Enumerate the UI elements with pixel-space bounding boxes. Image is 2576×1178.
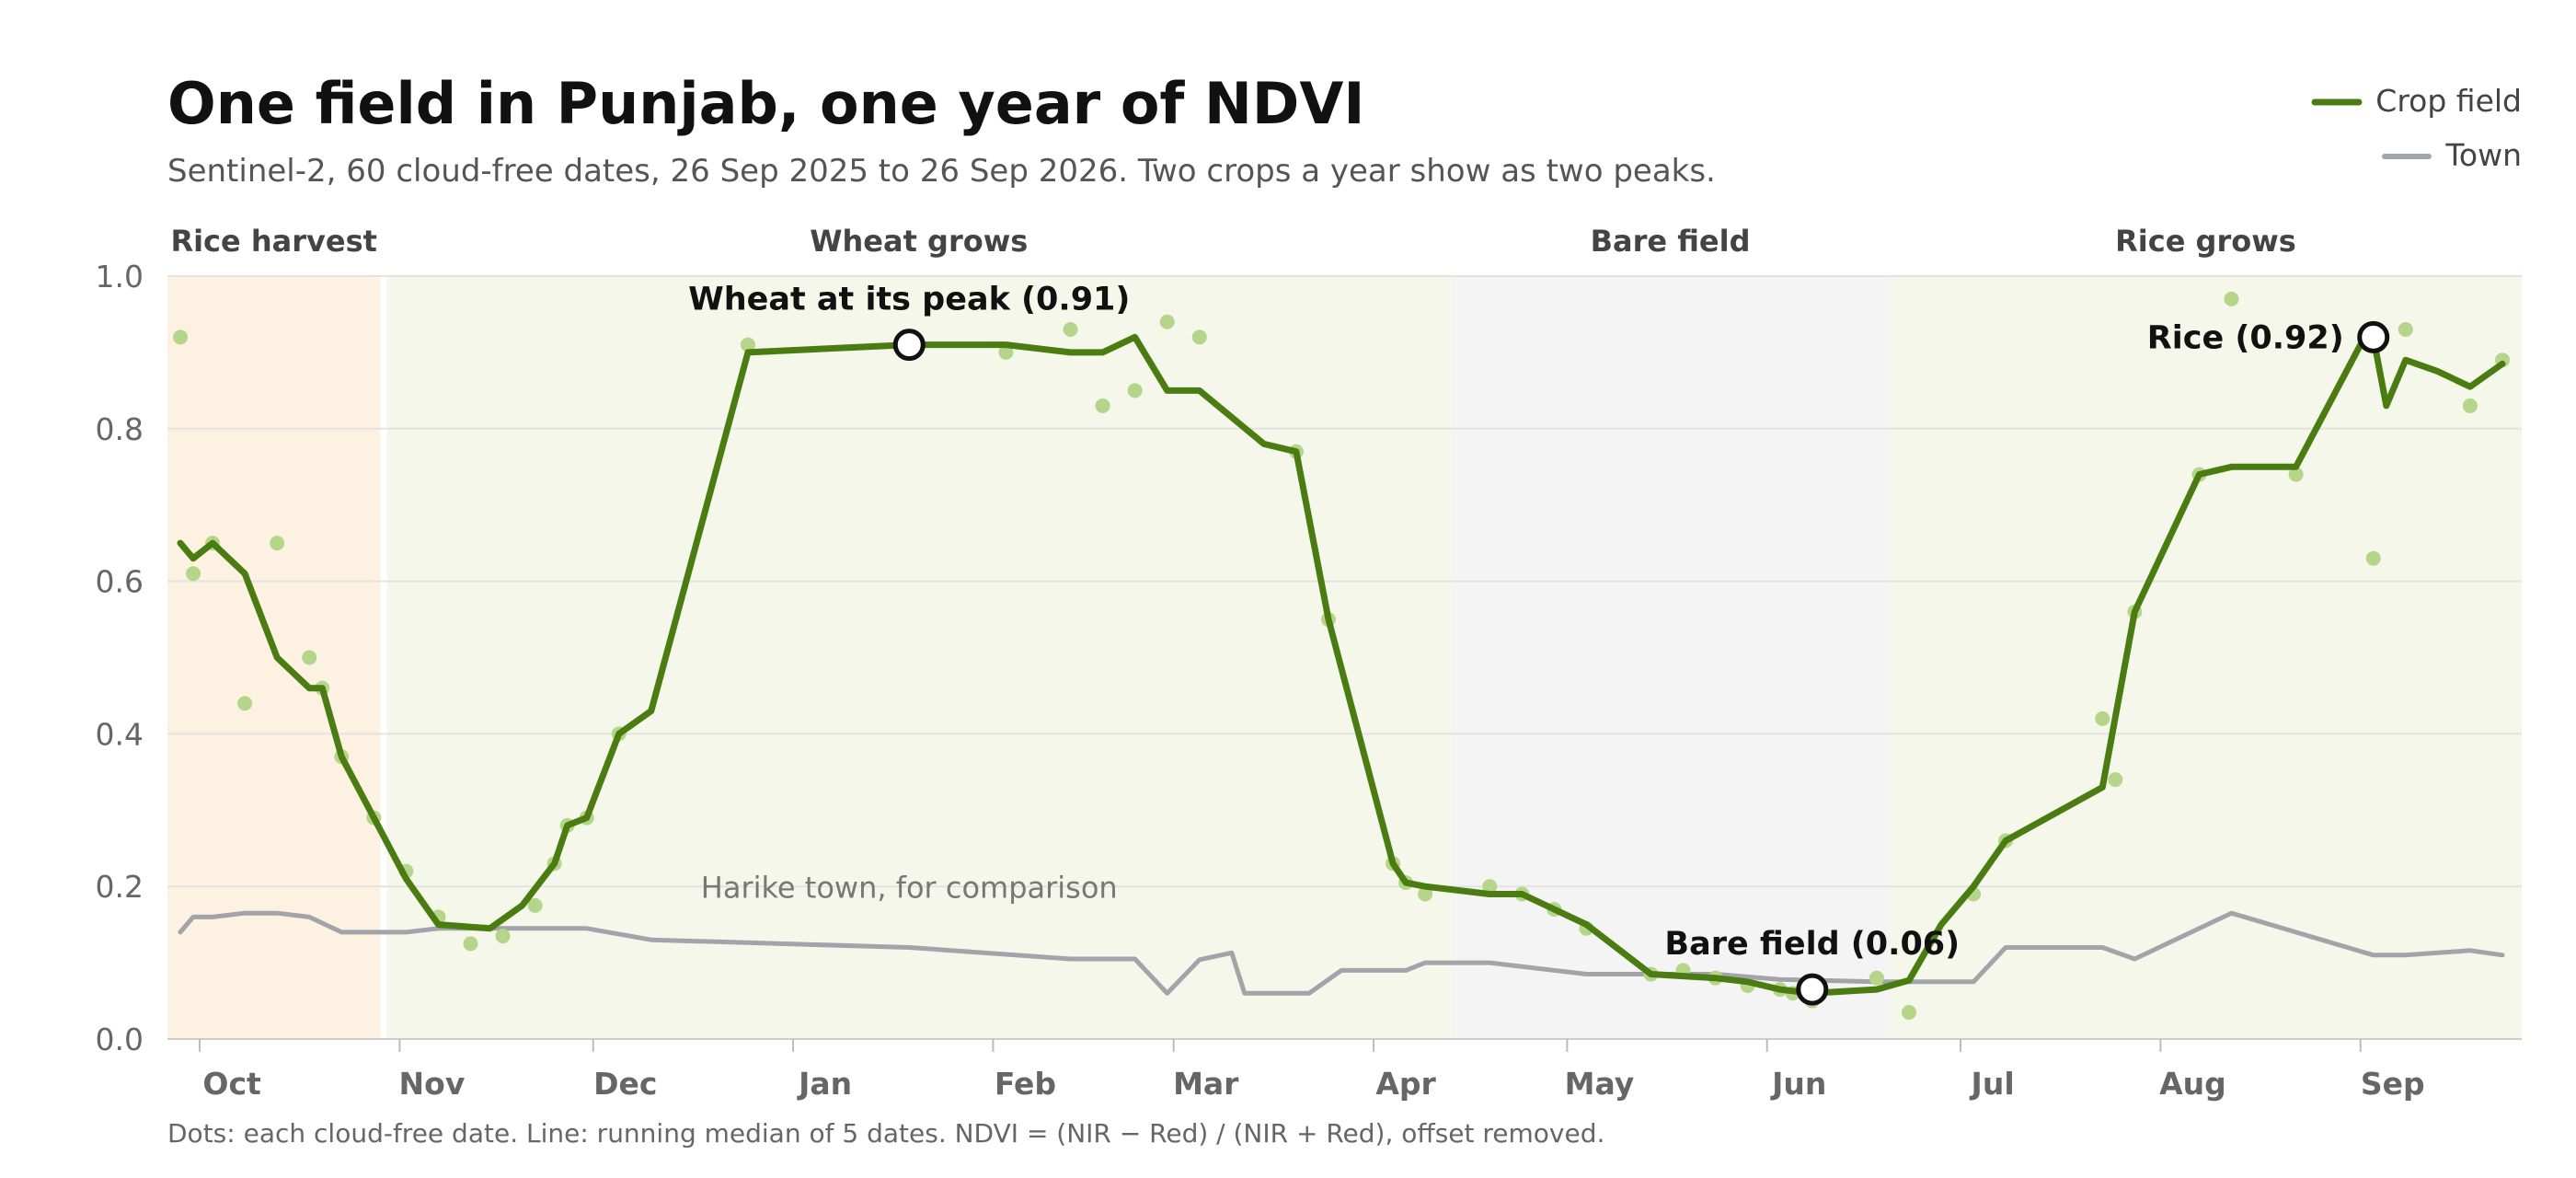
town-line [178, 910, 2505, 996]
crop-field-dot [1095, 398, 1110, 413]
phase-bands [167, 276, 2522, 1039]
legend-label-crop-field: Crop field [2375, 83, 2522, 119]
crop-field-dot [1191, 329, 1207, 345]
x-tick-label-aug: Aug [2159, 1066, 2226, 1102]
crop-field-dot [740, 337, 755, 352]
annotation-marker-rice-0-92 [2357, 320, 2390, 353]
y-tick-label: 0.4 [96, 716, 144, 752]
crop-field-dot [173, 329, 189, 345]
annotation-label-bare-field-0-06: Bare field (0.06) [1664, 926, 1960, 963]
y-tick-label: 0.2 [96, 869, 144, 905]
x-axis: Oct Nov Dec Jan Feb Mar Apr May Jun Jul Aug Sep [199, 1039, 2425, 1102]
phase-labels: Rice harvest Wheat grows Bare field Rice gr… [170, 224, 2295, 259]
x-tick-label-oct: Oct [202, 1066, 261, 1102]
crop-field-dot [495, 929, 511, 944]
phase-label-bare-field: Bare field [1591, 224, 1751, 259]
y-tick-label: 0.8 [96, 411, 144, 447]
phase-band-bare-field [1451, 276, 1890, 1039]
annotation-label-wheat-at-its-peak-0-91: Wheat at its peak (0.91) [688, 282, 1130, 318]
crop-field-dot [186, 566, 201, 582]
y-tick-label: 0.0 [96, 1022, 144, 1057]
crop-field-dot [1159, 314, 1175, 329]
gridlines [167, 275, 2522, 1040]
annotation-marker-wheat-at-its-peak-0-91 [892, 329, 926, 362]
crop-field-series [177, 333, 2506, 997]
chart-subtitle: Sentinel-2, 60 cloud-free dates, 26 Sep … [167, 153, 1716, 190]
crop-field-dot [1127, 383, 1143, 398]
x-tick-label-jan: Jan [797, 1066, 852, 1102]
crop-field-line [177, 333, 2506, 997]
y-tick-label: 1.0 [96, 259, 144, 294]
x-tick-label-dec: Dec [593, 1066, 657, 1102]
x-tick-label-apr: Apr [1375, 1066, 1436, 1102]
crop-field-dot [2398, 322, 2413, 338]
phase-label-rice-grows: Rice grows [2115, 224, 2296, 259]
crop-field-dot [463, 936, 478, 952]
crop-field-dot [2108, 772, 2123, 788]
x-tick-label-nov: Nov [399, 1066, 466, 1102]
x-tick-label-sep: Sep [2361, 1066, 2425, 1102]
phase-label-rice-harvest: Rice harvest [170, 224, 376, 259]
annotations: Wheat at its peak (0.91) Bare field (0.06… [688, 282, 2390, 1006]
crop-field-dot [2288, 467, 2304, 482]
x-tick-label-may: May [1565, 1066, 1635, 1102]
crop-field-dot [302, 650, 317, 665]
y-axis: 0.0 0.2 0.4 0.6 0.8 1.0 [96, 259, 144, 1057]
crop-field-dot [998, 344, 1014, 360]
y-tick-label: 0.6 [96, 564, 144, 600]
crop-field-dot [1869, 970, 1884, 986]
annotation-label-rice-0-92: Rice (0.92) [2147, 319, 2344, 356]
town-series-label: Harike town, for comparison [701, 871, 1118, 906]
crop-field-dot [2365, 550, 2381, 566]
crop-field-dot [2224, 291, 2239, 306]
crop-field-dot [1418, 886, 1433, 902]
phase-band-wheat-grows [386, 276, 1452, 1039]
x-tick-label-mar: Mar [1173, 1066, 1239, 1102]
crop-field-dot [1901, 1004, 1916, 1020]
town-series [178, 910, 2505, 996]
crop-field-dot [1482, 879, 1498, 895]
x-tick-label-jul: Jul [1970, 1066, 2015, 1102]
legend: Crop field Town [2311, 83, 2522, 173]
crop-field-dot [527, 897, 543, 913]
crop-field-dot [2095, 710, 2110, 726]
phase-label-wheat-grows: Wheat grows [810, 224, 1028, 259]
crop-field-dot [1063, 322, 1078, 338]
crop-field-dot [2462, 398, 2478, 413]
legend-label-town: Town [2444, 137, 2522, 173]
chart-title: One field in Punjab, one year of NDVI [167, 70, 1364, 137]
crop-field-dot [270, 536, 285, 551]
phase-band-rice-grows [1889, 276, 2522, 1039]
x-tick-label-feb: Feb [995, 1066, 1056, 1102]
crop-field-dot [237, 696, 253, 711]
annotation-marker-bare-field-0-06 [1796, 973, 1829, 1006]
x-tick-label-jun: Jun [1770, 1066, 1826, 1102]
chart-footnote: Dots: each cloud-free date. Line: runnin… [167, 1118, 1604, 1149]
